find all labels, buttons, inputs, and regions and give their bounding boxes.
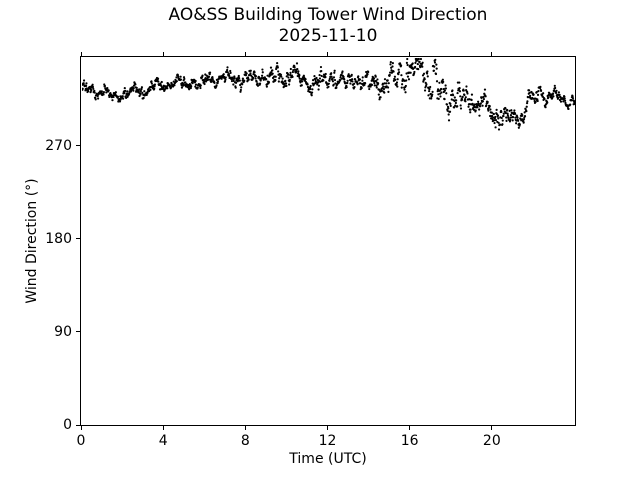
y-tick-label: 90 [54,323,72,340]
scatter-canvas [82,58,575,426]
x-tick-mark [327,426,328,430]
y-tick-label: 270 [45,137,72,154]
x-axis-label: Time (UTC) [289,451,367,467]
y-tick-mark [76,238,80,240]
x-tick-mark [491,426,493,430]
y-tick-label: 0 [63,417,72,433]
plot-area [80,56,576,426]
x-tick-label: 12 [318,433,337,449]
x-tick-label: 8 [240,433,250,449]
x-tick-mark [409,426,411,430]
y-tick-mark [76,331,80,333]
x-tick-label: 4 [158,433,168,449]
x-tick-mark [80,426,82,430]
x-tick-mark-top [491,52,493,56]
x-tick-label: 0 [76,433,86,449]
y-axis-label-text: Wind Direction (°) [24,178,40,304]
chart-title: AO&SS Building Tower Wind Direction [168,5,488,25]
title-block: AO&SS Building Tower Wind Direction 2025… [81,5,575,47]
y-tick-mark [76,145,80,147]
x-tick-mark-top [80,52,82,56]
x-tick-mark [162,426,164,430]
y-tick-mark [76,424,80,426]
y-tick-label: 180 [45,230,72,247]
x-tick-label: 16 [400,433,419,449]
x-tick-mark-top [409,52,411,56]
chart-subtitle: 2025-11-10 [278,26,378,46]
x-tick-label: 20 [482,433,501,449]
x-tick-mark-top [327,52,328,56]
x-tick-mark [244,426,246,430]
x-tick-mark-top [162,52,164,56]
x-tick-mark-top [244,52,246,56]
